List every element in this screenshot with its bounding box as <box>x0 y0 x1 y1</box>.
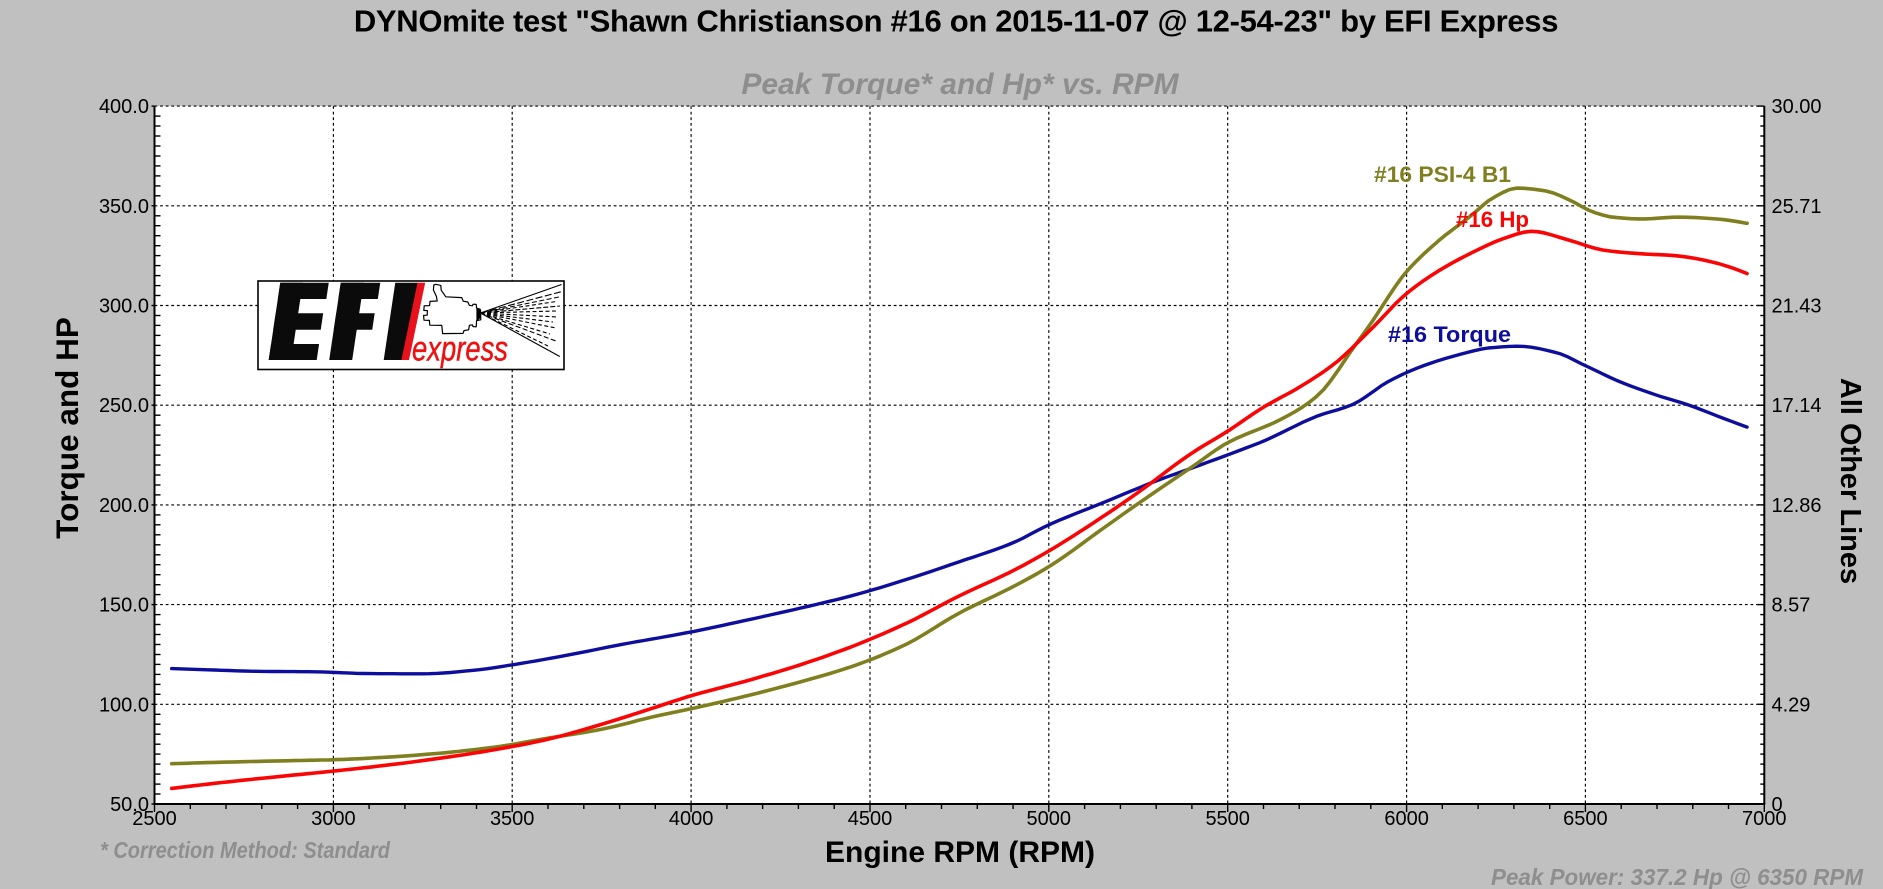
svg-text:300.0: 300.0 <box>99 296 149 318</box>
svg-text:8.57: 8.57 <box>1772 595 1811 617</box>
svg-text:4500: 4500 <box>848 808 893 830</box>
svg-text:21.43: 21.43 <box>1772 296 1822 318</box>
svg-text:25.71: 25.71 <box>1772 196 1822 218</box>
svg-text:12.86: 12.86 <box>1772 495 1822 517</box>
svg-text:30.00: 30.00 <box>1772 96 1822 118</box>
svg-text:All Other Lines: All Other Lines <box>1834 378 1866 584</box>
svg-text:5500: 5500 <box>1205 808 1250 830</box>
svg-text:5000: 5000 <box>1027 808 1072 830</box>
svg-text:400.0: 400.0 <box>99 96 149 118</box>
svg-text:17.14: 17.14 <box>1772 395 1822 417</box>
svg-text:3500: 3500 <box>490 808 535 830</box>
svg-text:50.0: 50.0 <box>110 794 149 816</box>
svg-text:6500: 6500 <box>1563 808 1608 830</box>
svg-text:350.0: 350.0 <box>99 196 149 218</box>
svg-text:* Correction Method: Standard: * Correction Method: Standard <box>100 837 391 863</box>
svg-text:0: 0 <box>1772 794 1783 816</box>
svg-text:7000: 7000 <box>1742 808 1787 830</box>
svg-text:DYNOmite test "Shawn Christian: DYNOmite test "Shawn Christianson #16 on… <box>354 4 1558 39</box>
svg-text:200.0: 200.0 <box>99 495 149 517</box>
svg-text:#16 PSI-4 B1: #16 PSI-4 B1 <box>1374 162 1511 187</box>
svg-text:150.0: 150.0 <box>99 595 149 617</box>
svg-text:4000: 4000 <box>669 808 714 830</box>
svg-text:express: express <box>412 330 508 369</box>
svg-text:Peak Torque* and Hp* vs. RPM: Peak Torque* and Hp* vs. RPM <box>741 68 1179 101</box>
svg-text:#16 Torque: #16 Torque <box>1388 322 1511 347</box>
svg-text:2500: 2500 <box>132 808 177 830</box>
svg-text:100.0: 100.0 <box>99 694 149 716</box>
svg-text:Peak Power: 337.2 Hp @ 6350 RP: Peak Power: 337.2 Hp @ 6350 RPM <box>1491 864 1864 889</box>
svg-text:250.0: 250.0 <box>99 395 149 417</box>
svg-text:Torque and HP: Torque and HP <box>49 317 85 539</box>
svg-text:6000: 6000 <box>1384 808 1429 830</box>
svg-text:4.29: 4.29 <box>1772 694 1811 716</box>
svg-text:#16 Hp: #16 Hp <box>1456 207 1529 232</box>
svg-text:Engine RPM (RPM): Engine RPM (RPM) <box>825 836 1095 869</box>
svg-text:3000: 3000 <box>311 808 356 830</box>
